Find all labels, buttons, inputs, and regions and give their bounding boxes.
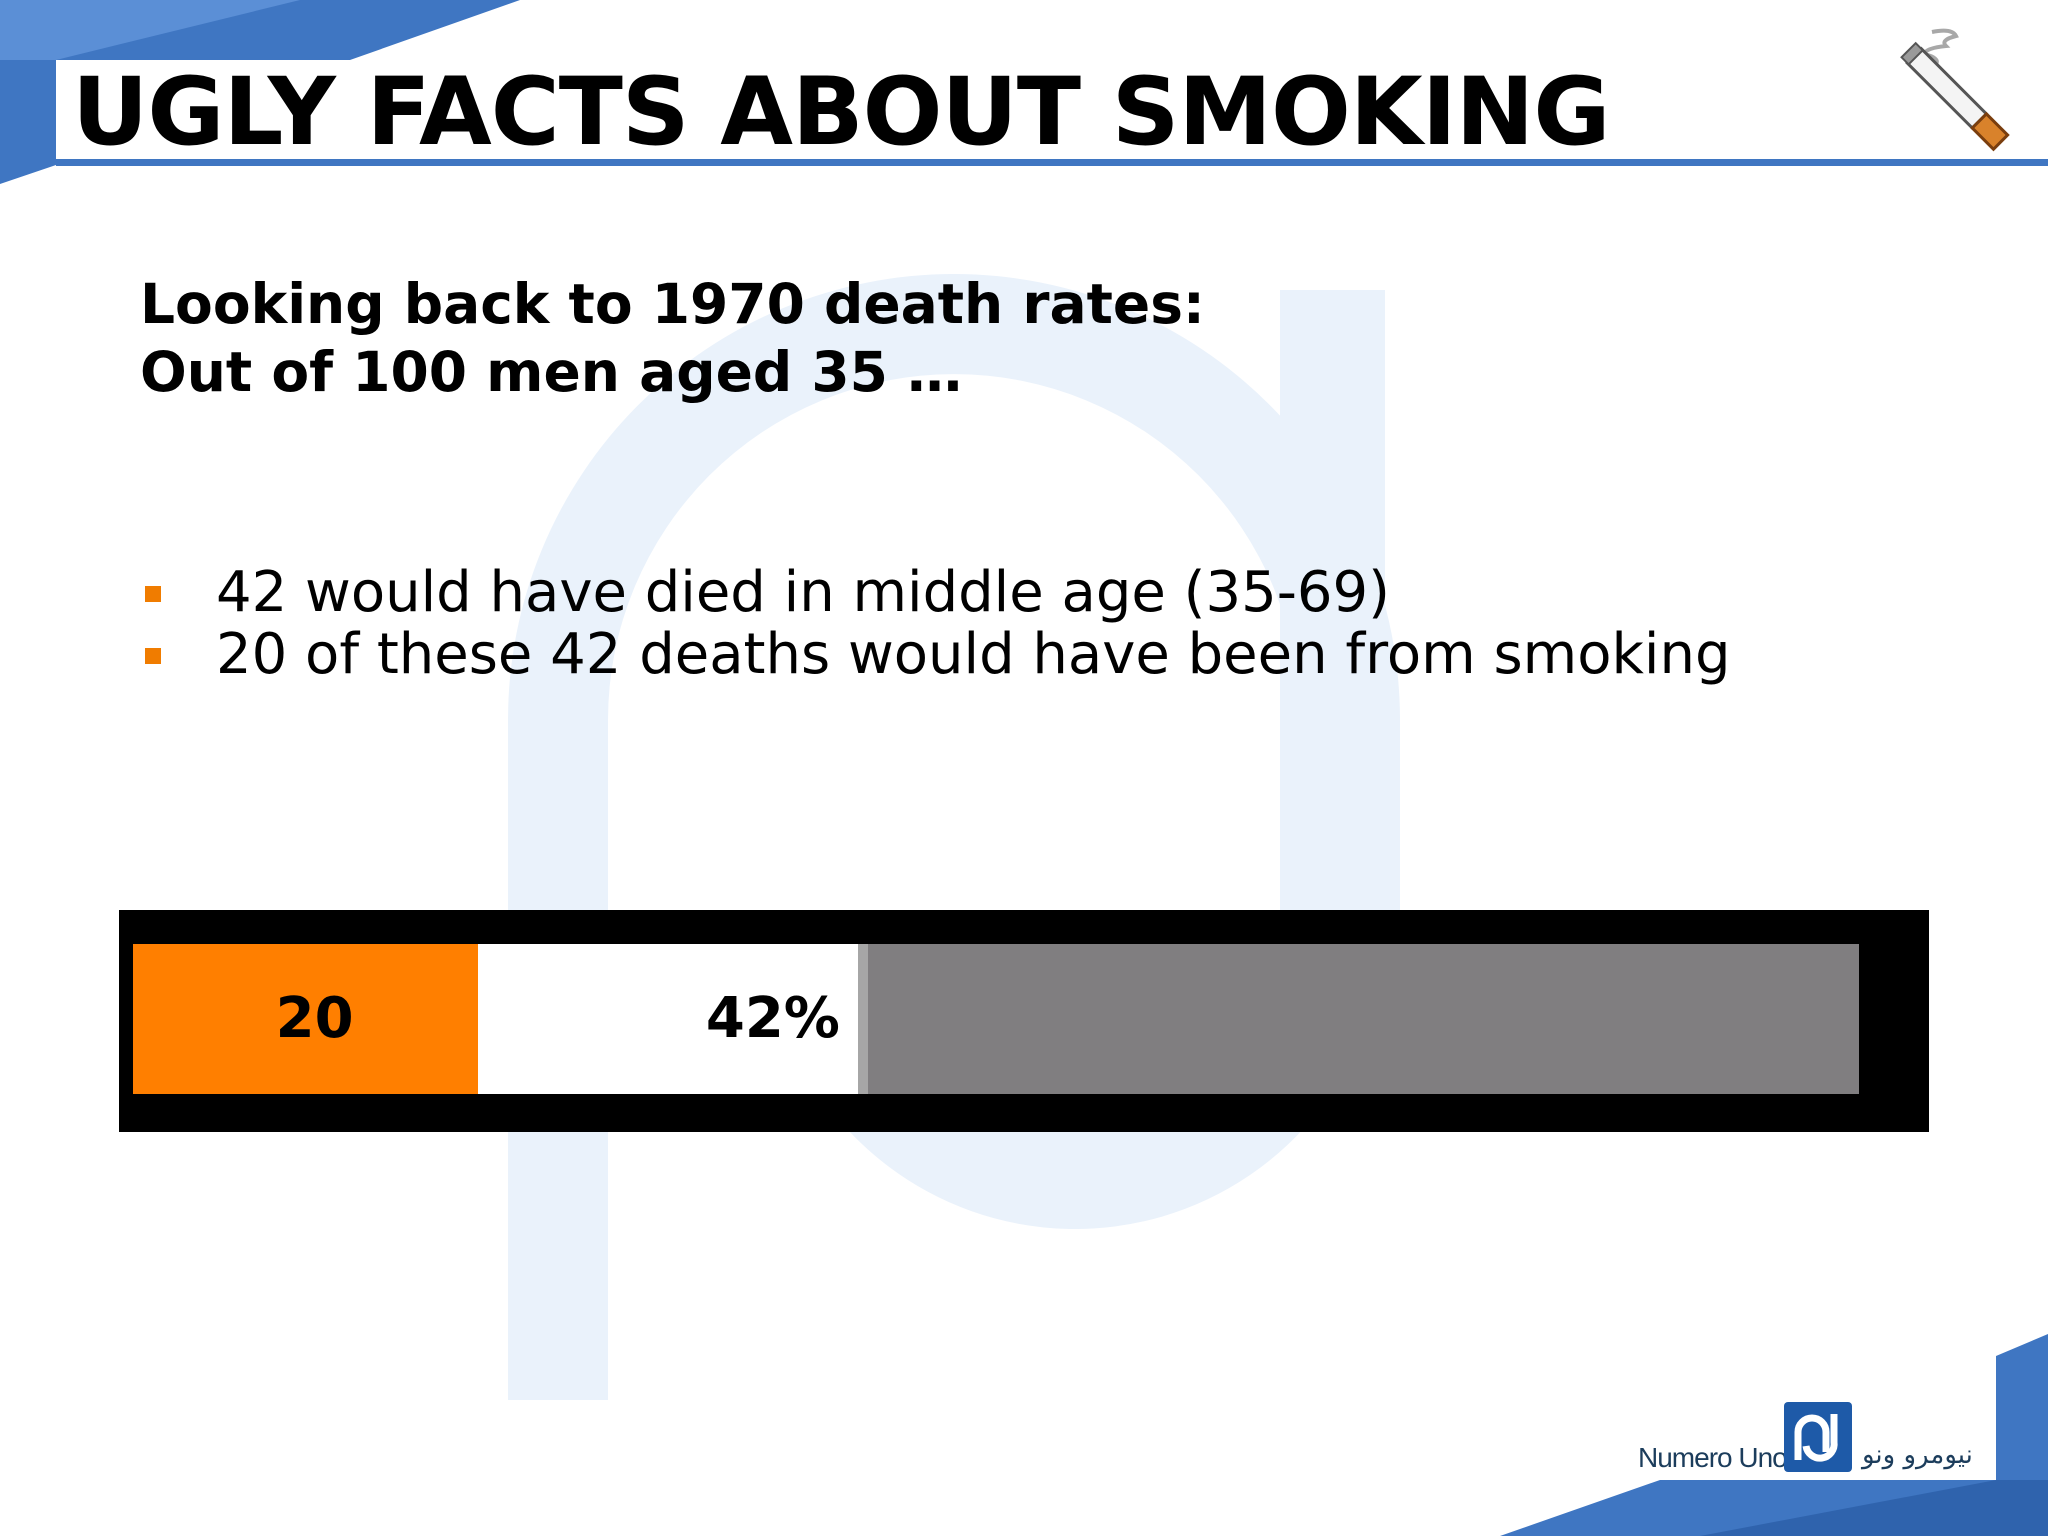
bullet-text: 42 would have died in middle age (35-69) [216,560,1391,625]
bullet-item: 42 would have died in middle age (35-69) [140,562,1731,624]
bar-segment-smoking [133,944,479,1094]
square-bullet-icon [145,648,161,664]
subtitle-line: Looking back to 1970 death rates: [140,272,1205,336]
bullet-item: 20 of these 42 deaths would have been fr… [140,624,1731,686]
bar-segment-remaining [857,944,1859,1094]
logo-arabic-text: نيومرو ونو [1862,1440,1973,1470]
bar-label-smoking: 20 [275,986,354,1051]
square-bullet-icon [145,586,161,602]
subtitle-line: Out of 100 men aged 35 … [140,340,963,404]
bar-label-middle-age: 42% [705,986,840,1051]
footer-decoration [1500,1334,2048,1536]
bullet-list: 42 would have died in middle age (35-69)… [140,562,1731,686]
slide-title: UGLY FACTS ABOUT SMOKING [72,58,1611,167]
bar-segment-middle-age [478,944,858,1094]
header-decoration [0,0,2048,184]
subtitle: Looking back to 1970 death rates: Out of… [140,270,1205,406]
bullet-text: 20 of these 42 deaths would have been fr… [216,622,1731,687]
logo-text: Numero Uno [1638,1442,1788,1473]
numero-uno-logo-icon [1784,1402,1852,1472]
stacked-bar-chart: 20 42% [119,910,1929,1132]
cigarette-icon [1900,28,2010,152]
bar-divider [857,944,868,1094]
